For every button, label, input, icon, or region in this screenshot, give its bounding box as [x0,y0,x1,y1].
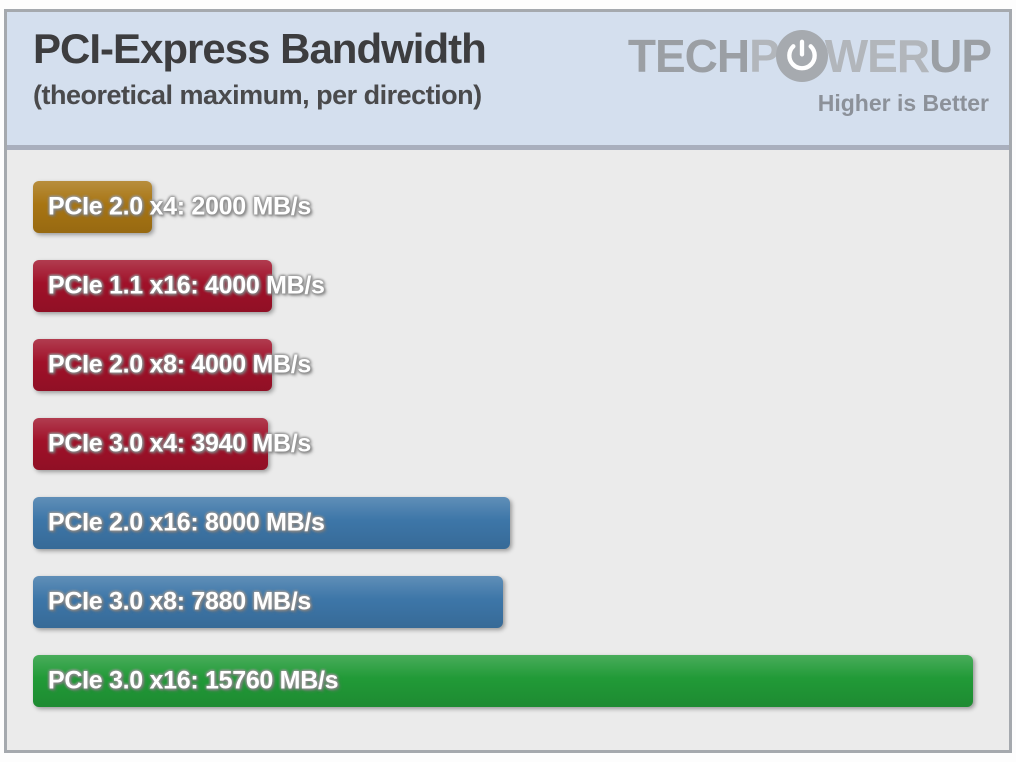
bar-pcie-1-1-x16: PCIe 1.1 x16: 4000 MB/s [33,260,325,312]
bar-label: PCIe 2.0 x4: 2000 MB/s [48,192,311,221]
logo-text-p: P [749,30,780,82]
bar-row: PCIe 3.0 x16: 15760 MB/s [33,655,973,707]
bar-label: PCIe 1.1 x16: 4000 MB/s [48,271,325,300]
bar-pcie-2-0-x16: PCIe 2.0 x16: 8000 MB/s [33,497,511,549]
power-icon [775,30,828,82]
title-block: PCI-Express Bandwidth (theoretical maxim… [33,24,487,111]
bar-label: PCIe 2.0 x16: 8000 MB/s [48,508,325,537]
logo-text-wer: WER [824,30,930,82]
bar-label: PCIe 3.0 x16: 15760 MB/s [48,666,339,695]
logo-wordmark: TECH P WER UP [627,30,992,82]
bar-row: PCIe 3.0 x8: 7880 MB/s [33,576,973,628]
bar-row: PCIe 3.0 x4: 3940 MB/s [33,418,973,470]
bar-pcie-3-0-x16: PCIe 3.0 x16: 15760 MB/s [33,655,973,707]
chart-title: PCI-Express Bandwidth [33,25,487,72]
logo-text-tech: TECH [627,30,750,82]
bar-row: PCIe 2.0 x8: 4000 MB/s [33,339,973,391]
logo-text-up: UP [929,30,992,82]
header-separator [7,145,1009,150]
bar-row: PCIe 2.0 x4: 2000 MB/s [33,181,973,233]
chart-subtitle: (theoretical maximum, per direction) [33,80,482,111]
bar-pcie-3-0-x8: PCIe 3.0 x8: 7880 MB/s [33,576,503,628]
bar-chart: PCIe 2.0 x4: 2000 MB/s PCIe 1.1 x16: 4000… [33,181,1009,707]
bar-pcie-3-0-x4: PCIe 3.0 x4: 3940 MB/s [33,418,311,470]
techpowerup-logo: TECH P WER UP Higher is Better [627,30,992,117]
bar-label: PCIe 2.0 x8: 4000 MB/s [48,350,311,379]
bar-label: PCIe 3.0 x8: 7880 MB/s [48,587,311,616]
bar-label: PCIe 3.0 x4: 3940 MB/s [48,429,311,458]
bar-row: PCIe 1.1 x16: 4000 MB/s [33,260,973,312]
bar-pcie-2-0-x8: PCIe 2.0 x8: 4000 MB/s [33,339,311,391]
higher-is-better-tagline: Higher is Better [817,90,989,116]
chart-plot-area: PCIe 2.0 x4: 2000 MB/s PCIe 1.1 x16: 4000… [7,150,1009,750]
bar-pcie-2-0-x4: PCIe 2.0 x4: 2000 MB/s [33,181,311,233]
chart-card: PCI-Express Bandwidth (theoretical maxim… [4,9,1012,753]
bar-row: PCIe 2.0 x16: 8000 MB/s [33,497,973,549]
chart-header: PCI-Express Bandwidth (theoretical maxim… [7,12,1009,145]
